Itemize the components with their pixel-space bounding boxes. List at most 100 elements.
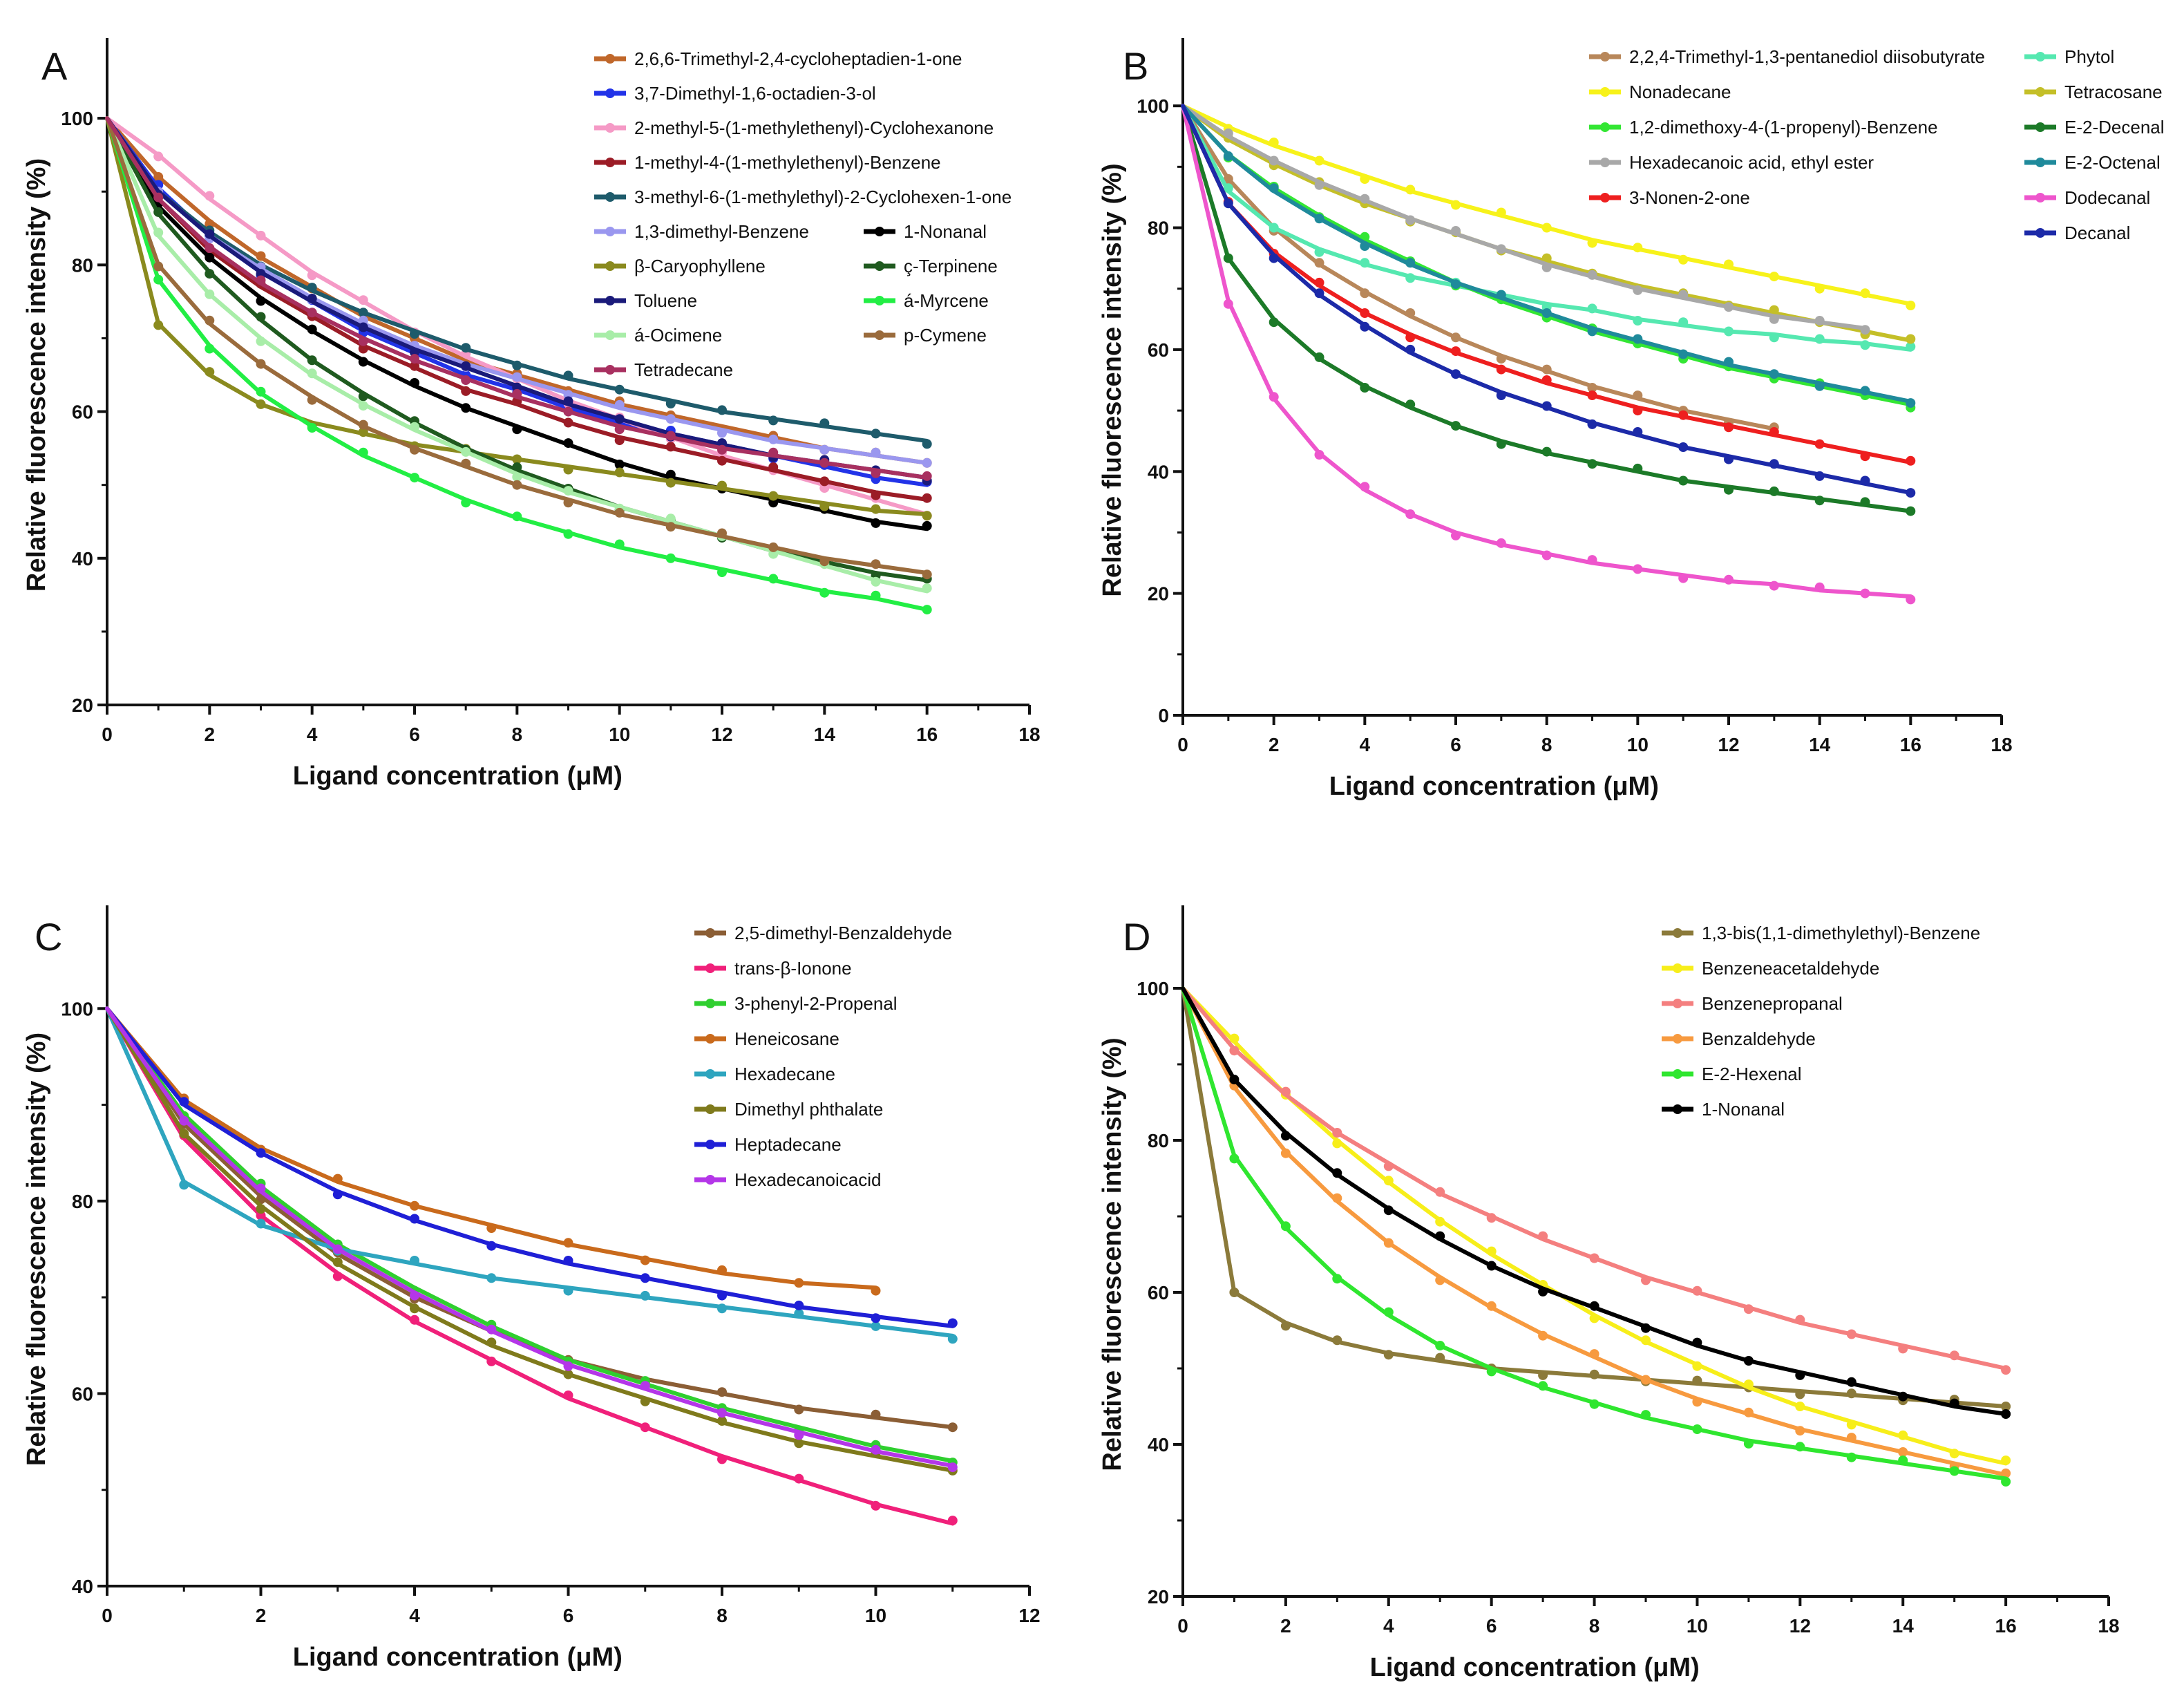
- data-point: [1692, 1424, 1702, 1434]
- legend-label: Nonadecane: [1629, 82, 1731, 102]
- data-point: [1769, 459, 1779, 469]
- data-point: [1589, 1369, 1599, 1379]
- series-7: [105, 1006, 958, 1328]
- data-point: [922, 569, 932, 580]
- data-point: [871, 504, 881, 514]
- data-point: [717, 1303, 727, 1314]
- data-point: [1486, 1261, 1497, 1271]
- legend-item: E-2-Decenal: [2024, 117, 2165, 138]
- data-point: [1724, 484, 1734, 495]
- data-point: [922, 511, 932, 521]
- data-point: [1633, 285, 1643, 295]
- x-tick-label: 6: [563, 1605, 574, 1626]
- data-point: [1587, 419, 1597, 429]
- legend-item: Dodecanal: [2024, 187, 2150, 208]
- data-point: [153, 227, 164, 238]
- data-point: [1383, 1176, 1394, 1186]
- legend-marker: [1673, 1034, 1682, 1044]
- data-point: [205, 229, 215, 239]
- data-point: [614, 507, 625, 518]
- x-axis-title: Ligand concentration (μM): [1329, 772, 1659, 801]
- series-13: [105, 116, 932, 580]
- data-point: [1332, 1335, 1342, 1346]
- data-point: [819, 458, 830, 468]
- legend-marker: [605, 330, 615, 340]
- data-point: [205, 315, 215, 326]
- x-tick-label: 0: [1177, 734, 1188, 755]
- data-point: [1496, 439, 1506, 449]
- data-point: [871, 490, 881, 500]
- data-point: [717, 1290, 727, 1301]
- data-point: [256, 1148, 266, 1158]
- data-point: [1496, 390, 1506, 400]
- data-point: [1269, 253, 1279, 263]
- legend-marker: [605, 227, 615, 236]
- data-point: [205, 191, 215, 201]
- data-point: [640, 1273, 650, 1283]
- data-point: [179, 1097, 189, 1107]
- data-point: [871, 447, 881, 458]
- data-point: [768, 574, 779, 584]
- legend-item: á-Myrcene: [864, 290, 989, 311]
- x-tick-label: 10: [1687, 1615, 1708, 1637]
- data-point: [1589, 1349, 1599, 1359]
- legend-item: Dimethyl phthalate: [694, 1099, 883, 1120]
- legend-marker: [605, 365, 615, 375]
- legend-marker: [2035, 52, 2045, 62]
- data-point: [1496, 207, 1506, 218]
- series-3: [1181, 104, 1916, 310]
- y-tick-label: 100: [61, 108, 93, 129]
- data-point: [256, 275, 266, 285]
- legend-item: Phytol: [2024, 46, 2114, 67]
- data-point: [307, 423, 317, 433]
- data-point: [871, 1409, 881, 1420]
- legend-item: E-2-Octenal: [2024, 152, 2161, 173]
- data-point: [153, 320, 164, 330]
- data-point: [461, 361, 471, 371]
- data-point: [871, 518, 881, 528]
- data-point: [1486, 1301, 1497, 1311]
- legend-item: E-2-Hexenal: [1662, 1064, 1802, 1084]
- data-point: [614, 539, 625, 549]
- data-point: [1541, 446, 1552, 457]
- data-point: [1949, 1350, 1959, 1361]
- data-point: [1496, 354, 1506, 364]
- data-point: [1496, 364, 1506, 375]
- data-point: [307, 270, 317, 281]
- data-point: [1769, 332, 1779, 343]
- legend-marker: [875, 296, 884, 305]
- data-point: [1769, 314, 1779, 324]
- series-6: [1181, 104, 1916, 516]
- data-point: [1724, 326, 1734, 337]
- data-point: [947, 1318, 958, 1328]
- legend-marker: [2035, 87, 2045, 97]
- data-point: [563, 498, 573, 508]
- data-point: [871, 428, 881, 439]
- data-point: [640, 1255, 650, 1265]
- data-point: [1860, 451, 1870, 462]
- data-point: [332, 1257, 343, 1267]
- legend-label: Dimethyl phthalate: [734, 1099, 883, 1120]
- data-point: [665, 469, 676, 480]
- data-point: [1314, 258, 1324, 268]
- legend-marker: [705, 999, 715, 1008]
- data-point: [205, 289, 215, 299]
- data-point: [1846, 1433, 1857, 1443]
- data-point: [871, 1321, 881, 1331]
- data-point: [1314, 352, 1324, 362]
- y-tick-label: 40: [72, 1576, 93, 1597]
- legend-item: Benzeneacetaldehyde: [1662, 958, 1879, 979]
- data-point: [256, 399, 266, 409]
- data-point: [717, 1265, 727, 1275]
- data-point: [307, 368, 317, 379]
- data-point: [205, 243, 215, 253]
- data-point: [1860, 588, 1870, 599]
- data-point: [461, 498, 471, 508]
- legend-marker: [1600, 87, 1610, 97]
- data-point: [768, 549, 779, 559]
- data-point: [871, 590, 881, 601]
- data-point: [1314, 155, 1324, 166]
- legend-item: 1,3-bis(1,1-dimethylethyl)-Benzene: [1662, 923, 1980, 943]
- data-point: [1229, 1288, 1240, 1297]
- legend-marker: [705, 1175, 715, 1185]
